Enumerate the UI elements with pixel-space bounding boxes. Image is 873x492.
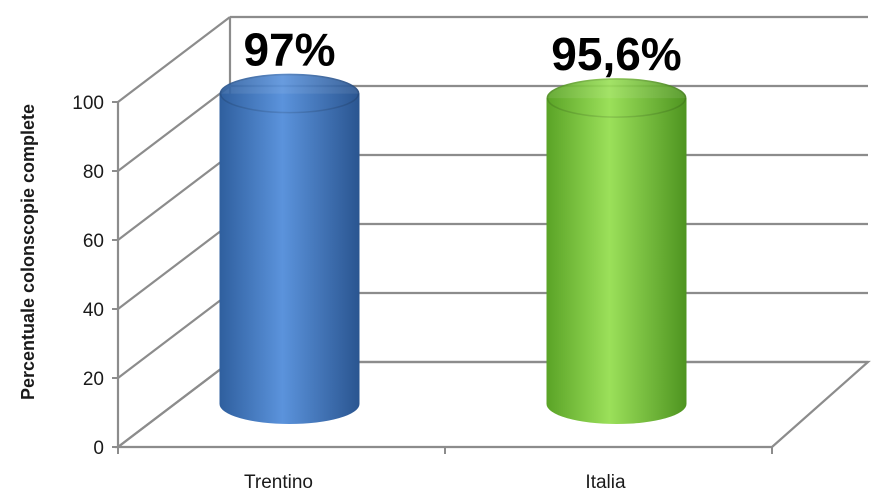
bar-top-rim — [219, 73, 360, 114]
labels: 0 20 40 60 80 100 Percentuale colonscopie comp… — [18, 24, 682, 492]
y-tick-label: 80 — [83, 162, 104, 183]
bar-body — [546, 98, 687, 424]
bar-top-rim — [546, 78, 687, 118]
data-label-trentino: 97% — [243, 24, 335, 76]
y-tick-label: 60 — [83, 231, 104, 252]
gridline-side — [117, 223, 231, 310]
y-axis-title: Percentuale colonscopie complete — [18, 104, 38, 400]
y-tick-label: 0 — [93, 438, 104, 459]
x-tick-label-trentino: Trentino — [244, 472, 313, 492]
gridline-side — [117, 85, 231, 172]
bar-body — [219, 93, 360, 424]
bar-italia — [546, 78, 687, 424]
bar-top — [546, 78, 687, 119]
y-tick-label: 20 — [83, 369, 104, 390]
gridline-side — [117, 154, 231, 241]
x-tick-label-italia: Italia — [585, 472, 626, 492]
y-tick-label: 100 — [72, 93, 104, 114]
data-label-italia: 95,6% — [551, 28, 681, 80]
bars — [219, 73, 687, 424]
floor — [114, 360, 871, 449]
gridline-side — [117, 16, 231, 103]
bar-trentino — [219, 73, 360, 424]
bar-top — [219, 73, 360, 114]
gridline-side — [117, 292, 231, 379]
y-tick-label: 40 — [83, 300, 104, 321]
